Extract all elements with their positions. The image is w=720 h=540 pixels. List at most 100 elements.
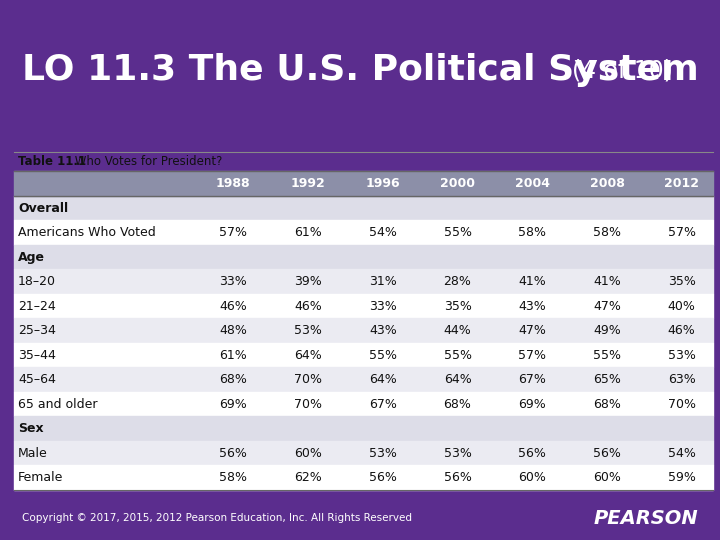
Text: 53%: 53% [294,324,322,337]
Text: 46%: 46% [220,300,247,313]
Text: Male: Male [18,447,48,460]
Text: 60%: 60% [294,447,322,460]
Text: 65 and older: 65 and older [18,397,97,410]
Text: 2008: 2008 [590,177,624,190]
Text: 49%: 49% [593,324,621,337]
Text: 55%: 55% [444,226,472,239]
Bar [14,343,713,367]
Text: Age: Age [18,251,45,264]
Text: 46%: 46% [294,300,322,313]
Text: 70%: 70% [667,397,696,410]
Text: 2012: 2012 [665,177,699,190]
Text: 67%: 67% [369,397,397,410]
Text: Americans Who Voted: Americans Who Voted [18,226,156,239]
Bar [14,294,713,319]
Text: 59%: 59% [667,471,696,484]
Text: 55%: 55% [369,349,397,362]
Text: 47%: 47% [593,300,621,313]
Bar [14,196,713,220]
Text: 1996: 1996 [366,177,400,190]
Text: 70%: 70% [294,373,322,386]
Text: 54%: 54% [369,226,397,239]
Text: 43%: 43% [518,300,546,313]
Text: 35–44: 35–44 [18,349,56,362]
Text: PEARSON: PEARSON [594,509,698,528]
Text: 56%: 56% [518,447,546,460]
Text: 53%: 53% [667,349,696,362]
Text: 64%: 64% [369,373,397,386]
Bar [14,465,713,490]
Text: 33%: 33% [220,275,247,288]
Text: 58%: 58% [518,226,546,239]
Text: 35%: 35% [444,300,472,313]
Text: 31%: 31% [369,275,397,288]
Text: Overall: Overall [18,201,68,214]
Text: 1988: 1988 [216,177,251,190]
Text: 2000: 2000 [440,177,475,190]
Text: 45–64: 45–64 [18,373,56,386]
Text: 69%: 69% [518,397,546,410]
Text: 39%: 39% [294,275,322,288]
Bar [14,269,713,294]
Text: 43%: 43% [369,324,397,337]
Text: Female: Female [18,471,63,484]
Text: 55%: 55% [444,349,472,362]
Bar [14,220,713,245]
Text: 63%: 63% [668,373,696,386]
Text: 68%: 68% [444,397,472,410]
Text: Sex: Sex [18,422,44,435]
Text: 68%: 68% [593,397,621,410]
Text: 21–24: 21–24 [18,300,55,313]
Bar [14,416,713,441]
Text: 35%: 35% [667,275,696,288]
Text: 48%: 48% [220,324,247,337]
Text: 61%: 61% [294,226,322,239]
Text: 53%: 53% [444,447,472,460]
Text: 2004: 2004 [515,177,550,190]
Text: 18–20: 18–20 [18,275,56,288]
Text: 58%: 58% [220,471,248,484]
Text: 25–34: 25–34 [18,324,56,337]
Text: 62%: 62% [294,471,322,484]
Text: 44%: 44% [444,324,472,337]
Text: 56%: 56% [593,447,621,460]
Text: 55%: 55% [593,349,621,362]
Text: 56%: 56% [444,471,472,484]
Text: Table 11.1: Table 11.1 [18,155,86,168]
Text: 64%: 64% [294,349,322,362]
Text: (4 of 10): (4 of 10) [572,58,673,82]
Text: 41%: 41% [593,275,621,288]
Bar [14,319,713,343]
Bar [14,245,713,269]
Text: 46%: 46% [668,324,696,337]
Text: 61%: 61% [220,349,247,362]
Text: Copyright © 2017, 2015, 2012 Pearson Education, Inc. All Rights Reserved: Copyright © 2017, 2015, 2012 Pearson Edu… [22,514,412,523]
Bar [14,367,713,392]
Text: 65%: 65% [593,373,621,386]
Text: 33%: 33% [369,300,397,313]
Text: 67%: 67% [518,373,546,386]
Text: 69%: 69% [220,397,247,410]
Bar [14,441,713,465]
Text: 60%: 60% [593,471,621,484]
Text: 56%: 56% [220,447,247,460]
Text: 40%: 40% [667,300,696,313]
Text: 53%: 53% [369,447,397,460]
Text: 57%: 57% [220,226,248,239]
Text: 68%: 68% [220,373,247,386]
Text: 41%: 41% [518,275,546,288]
Text: 60%: 60% [518,471,546,484]
Text: 57%: 57% [518,349,546,362]
Text: 1992: 1992 [291,177,325,190]
Text: 58%: 58% [593,226,621,239]
Text: 54%: 54% [667,447,696,460]
Bar [14,392,713,416]
Bar [14,171,713,196]
Text: 64%: 64% [444,373,472,386]
Text: 56%: 56% [369,471,397,484]
Text: 28%: 28% [444,275,472,288]
Text: Who Votes for President?: Who Votes for President? [71,155,222,168]
Text: 57%: 57% [667,226,696,239]
Text: 47%: 47% [518,324,546,337]
Text: LO 11.3 The U.S. Political System: LO 11.3 The U.S. Political System [22,53,698,87]
